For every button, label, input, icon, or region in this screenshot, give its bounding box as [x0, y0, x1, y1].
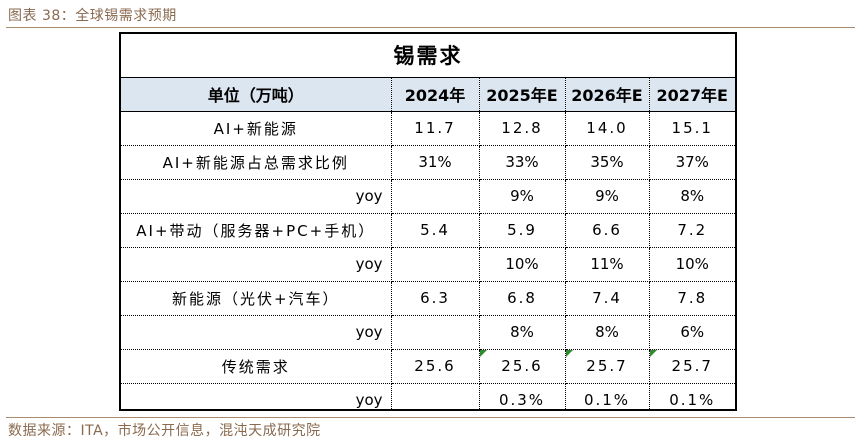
- column-header: 2027年E: [649, 78, 735, 112]
- table-cell: 25.7: [649, 349, 735, 384]
- table-cell: 9%: [479, 179, 566, 214]
- table-cell: 25.6: [479, 349, 566, 384]
- row-label: AI+新能源占总需求比例: [121, 145, 392, 180]
- table-cell: 6.3: [391, 281, 480, 316]
- table-frame: 锡需求 单位（万吨） 2024年 2025年E 2026年E 2027年E AI…: [119, 32, 737, 411]
- row-label: 新能源（光伏+汽车）: [121, 281, 392, 316]
- figure-caption: 图表 38：全球锡需求预期: [8, 8, 177, 24]
- table-cell: 5.9: [479, 213, 566, 248]
- row-label: yoy: [121, 315, 392, 350]
- table-row: yoy 10% 11% 10%: [121, 247, 735, 282]
- row-label: yoy: [121, 383, 392, 409]
- table-cell: [391, 247, 480, 282]
- table-cell: 6.6: [565, 213, 650, 248]
- table-cell: 37%: [649, 145, 735, 180]
- table-cell: [391, 179, 480, 214]
- table-cell: 9%: [565, 179, 650, 214]
- table-cell: 10%: [649, 247, 735, 282]
- table-row: yoy 0.3% 0.1% 0.1%: [121, 383, 735, 410]
- top-divider: [6, 27, 855, 28]
- bottom-divider: [6, 417, 855, 418]
- table-cell: [391, 383, 480, 409]
- table-cell: 5.4: [391, 213, 480, 248]
- column-header: 2025年E: [479, 78, 566, 112]
- table-cell: 0.3%: [479, 383, 566, 409]
- row-label: yoy: [121, 247, 392, 282]
- table-row: yoy 8% 8% 6%: [121, 315, 735, 350]
- table-cell: 8%: [649, 179, 735, 214]
- table-cell: 8%: [479, 315, 566, 350]
- row-label: AI+带动（服务器+PC+手机）: [121, 213, 392, 248]
- table-cell: 8%: [565, 315, 650, 350]
- header-row: 单位（万吨） 2024年 2025年E 2026年E 2027年E: [121, 78, 735, 112]
- row-label: AI+新能源: [121, 111, 392, 146]
- table-row: yoy 9% 9% 8%: [121, 179, 735, 214]
- table-cell: 0.1%: [669, 391, 716, 410]
- column-header: 单位（万吨）: [121, 78, 392, 112]
- tin-demand-table: 单位（万吨） 2024年 2025年E 2026年E 2027年E AI+新能源…: [121, 78, 735, 410]
- table-cell: 7.2: [649, 213, 735, 248]
- table-row: 传统需求 25.6 25.6 25.7 25.7: [121, 349, 735, 384]
- table-cell: 11.7: [391, 111, 480, 146]
- table-cell: 6%: [649, 315, 735, 350]
- table-cell: 7.4: [565, 281, 650, 316]
- table-cell: 11%: [565, 247, 650, 282]
- table-cell: 10%: [479, 247, 566, 282]
- table-cell: 14.0: [565, 111, 650, 146]
- table-row: AI+带动（服务器+PC+手机） 5.4 5.9 6.6 7.2: [121, 213, 735, 248]
- table-title: 锡需求: [121, 34, 735, 78]
- table-cell: 15.1: [649, 111, 735, 146]
- table-cell: 6.8: [479, 281, 566, 316]
- table-cell: 25.7: [565, 349, 650, 384]
- table-cell: 7.8: [649, 281, 735, 316]
- row-label: 传统需求: [121, 349, 392, 384]
- table-cell: 33%: [479, 145, 566, 180]
- column-header: 2026年E: [565, 78, 650, 112]
- table-row: 新能源（光伏+汽车） 6.3 6.8 7.4 7.8: [121, 281, 735, 316]
- table-cell: 25.6: [391, 349, 480, 384]
- row-label: yoy: [121, 179, 392, 214]
- table-cell: 0.1%: [565, 383, 650, 409]
- table-cell: 31%: [391, 145, 480, 180]
- table-cell: 35%: [565, 145, 650, 180]
- source-note: 数据来源：ITA，市场公开信息，混沌天成研究院: [8, 423, 321, 439]
- table-cell: [391, 315, 480, 350]
- table-row: AI+新能源占总需求比例 31% 33% 35% 37%: [121, 145, 735, 180]
- table-row: AI+新能源 11.7 12.8 14.0 15.1: [121, 111, 735, 146]
- column-header: 2024年: [391, 78, 480, 112]
- table-cell: 12.8: [479, 111, 566, 146]
